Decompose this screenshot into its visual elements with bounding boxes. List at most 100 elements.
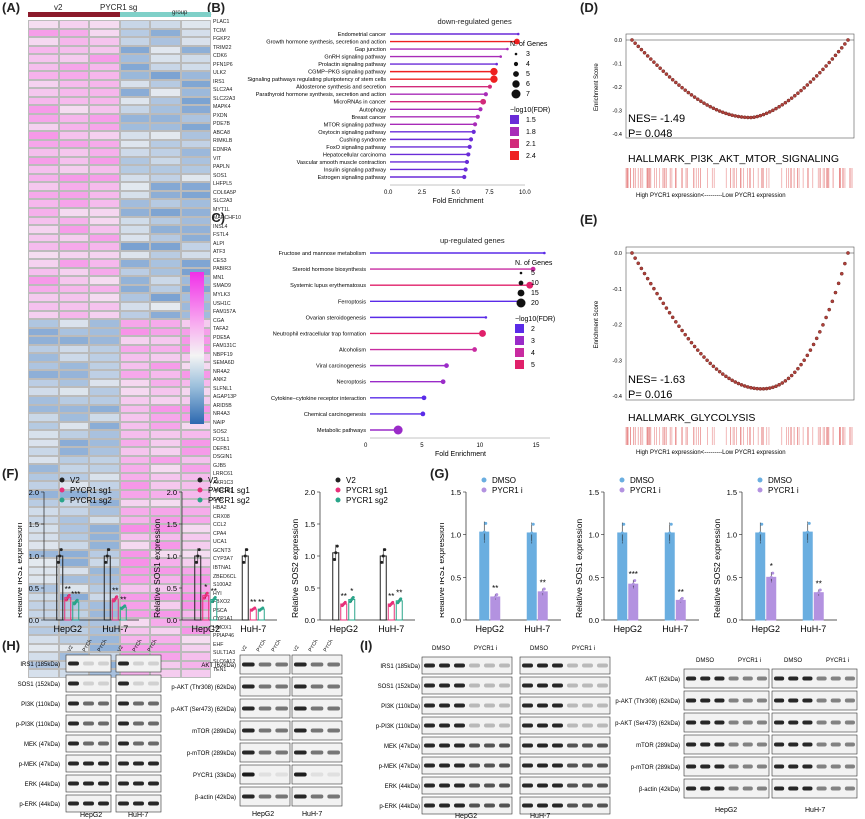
legend-marker	[335, 487, 341, 493]
heatmap-cell	[119, 430, 150, 439]
lollipop-point	[479, 330, 486, 337]
gsea-point	[664, 72, 669, 76]
heatmap-cell	[89, 344, 120, 354]
blot-band	[686, 764, 697, 769]
blot-strip	[421, 796, 513, 815]
heatmap-cell	[150, 404, 181, 414]
lollipop-point	[463, 167, 468, 172]
gene-label: AGAP13P	[213, 394, 237, 401]
heatmap-cell	[150, 447, 181, 456]
significance-stars: **	[396, 588, 402, 597]
heatmap-cell	[28, 549, 59, 559]
blot-band	[424, 723, 435, 728]
blot-band	[275, 706, 288, 711]
heatmap-cell	[180, 259, 211, 268]
heatmap-cell	[119, 114, 150, 123]
gsea-y-tick: -0.2	[613, 323, 622, 329]
legend-label: PYCR1 sg2	[346, 496, 388, 505]
heatmap-cell	[89, 455, 120, 465]
heatmap-cell	[89, 421, 120, 431]
blot-band	[148, 801, 159, 806]
y-tick-label: 1.5	[589, 488, 599, 497]
blot-band	[148, 721, 159, 726]
blot-band	[242, 684, 255, 689]
heatmap-cell	[58, 122, 89, 132]
significance-stars: **	[65, 585, 71, 594]
p-text: P= 0.016	[628, 389, 672, 401]
category-label: FoxO signaling pathway	[326, 145, 386, 151]
gsea-point	[833, 53, 838, 58]
blot-strip	[519, 656, 611, 675]
heatmap-cell	[180, 643, 211, 653]
heatmap-cell	[89, 524, 120, 533]
heatmap-cell	[89, 302, 120, 311]
heatmap-cell	[58, 284, 89, 294]
heatmap-cell	[150, 438, 181, 448]
heatmap-cell	[28, 293, 59, 302]
heatmap-cell	[180, 96, 211, 106]
blot-label: mTOR (289kDa)	[192, 729, 236, 735]
heatmap-cell	[119, 216, 150, 226]
gene-label: PABIR3	[213, 266, 232, 273]
gene-label: SLC2A4	[213, 87, 233, 94]
replicate-dot	[123, 604, 127, 608]
heatmap-cell	[180, 447, 211, 456]
heatmap-grid	[28, 20, 211, 678]
heatmap-cell	[119, 549, 150, 559]
blot-band	[756, 698, 767, 703]
heatmap-cell	[89, 79, 120, 89]
heatmap-cell	[119, 464, 150, 473]
lollipop-point	[516, 32, 520, 36]
bar	[628, 583, 639, 621]
bars-f: 0.0 0.5 1.0 1.5 2.0 Relative IRS1 expression H…	[18, 476, 415, 634]
legend-label: PYCR1 sg1	[70, 486, 112, 495]
heatmap-cell	[119, 575, 150, 584]
y-tick-label: 1.5	[451, 488, 461, 497]
heatmap-cell	[89, 378, 120, 388]
blot-band	[454, 743, 465, 748]
heatmap-cell	[180, 182, 211, 191]
replicate-dot	[484, 521, 488, 525]
gsea-point	[655, 63, 659, 68]
x-tick-label: 10.0	[519, 190, 531, 196]
blot-band	[258, 684, 272, 689]
blot-band	[133, 741, 144, 746]
heatmap-cell	[180, 515, 211, 525]
heatmap-cell	[58, 276, 89, 285]
heatmap-cell	[119, 131, 150, 140]
heatmap-cell	[180, 190, 211, 200]
category-label: MTOR signaling pathway	[324, 122, 387, 128]
replicate-dot	[818, 588, 822, 592]
blot-band	[83, 721, 94, 726]
color-legend-swatch	[510, 127, 519, 136]
heatmap-cell	[180, 165, 211, 174]
heatmap-cell	[28, 79, 59, 89]
category-label: Oxytocin signaling pathway	[318, 130, 386, 136]
lollipop-point	[472, 347, 477, 352]
blot-band	[258, 794, 272, 799]
heatmap-cell	[58, 643, 89, 653]
heatmap-cell	[89, 327, 120, 337]
blot-label: p-mTOR (289kDa)	[187, 751, 236, 757]
category-label: HepG2	[191, 624, 220, 634]
x-tick-label: 15	[533, 443, 540, 449]
gsea-point	[777, 382, 781, 387]
blot-band	[552, 803, 563, 808]
heatmap-cell	[150, 88, 181, 97]
heatmap-cell	[150, 361, 181, 371]
blot-label: p-ERK (44kDa)	[379, 804, 420, 810]
gsea-point	[655, 291, 659, 296]
gsea-point	[736, 114, 741, 119]
significance-stars: *	[770, 562, 773, 571]
heatmap-cell	[28, 139, 59, 149]
gsea-point	[636, 261, 641, 266]
blot-band	[700, 764, 711, 769]
gsea-point	[633, 256, 637, 260]
gene-label: FAM131C	[213, 343, 237, 350]
gene-label: IBTNA1	[213, 565, 232, 571]
gene-label: GJB5	[213, 462, 226, 469]
blot-band	[133, 781, 144, 786]
lane-label: V2	[241, 645, 249, 653]
heatmap-cell	[180, 28, 211, 38]
group-label-sg: PYCR1 sg	[100, 3, 138, 12]
